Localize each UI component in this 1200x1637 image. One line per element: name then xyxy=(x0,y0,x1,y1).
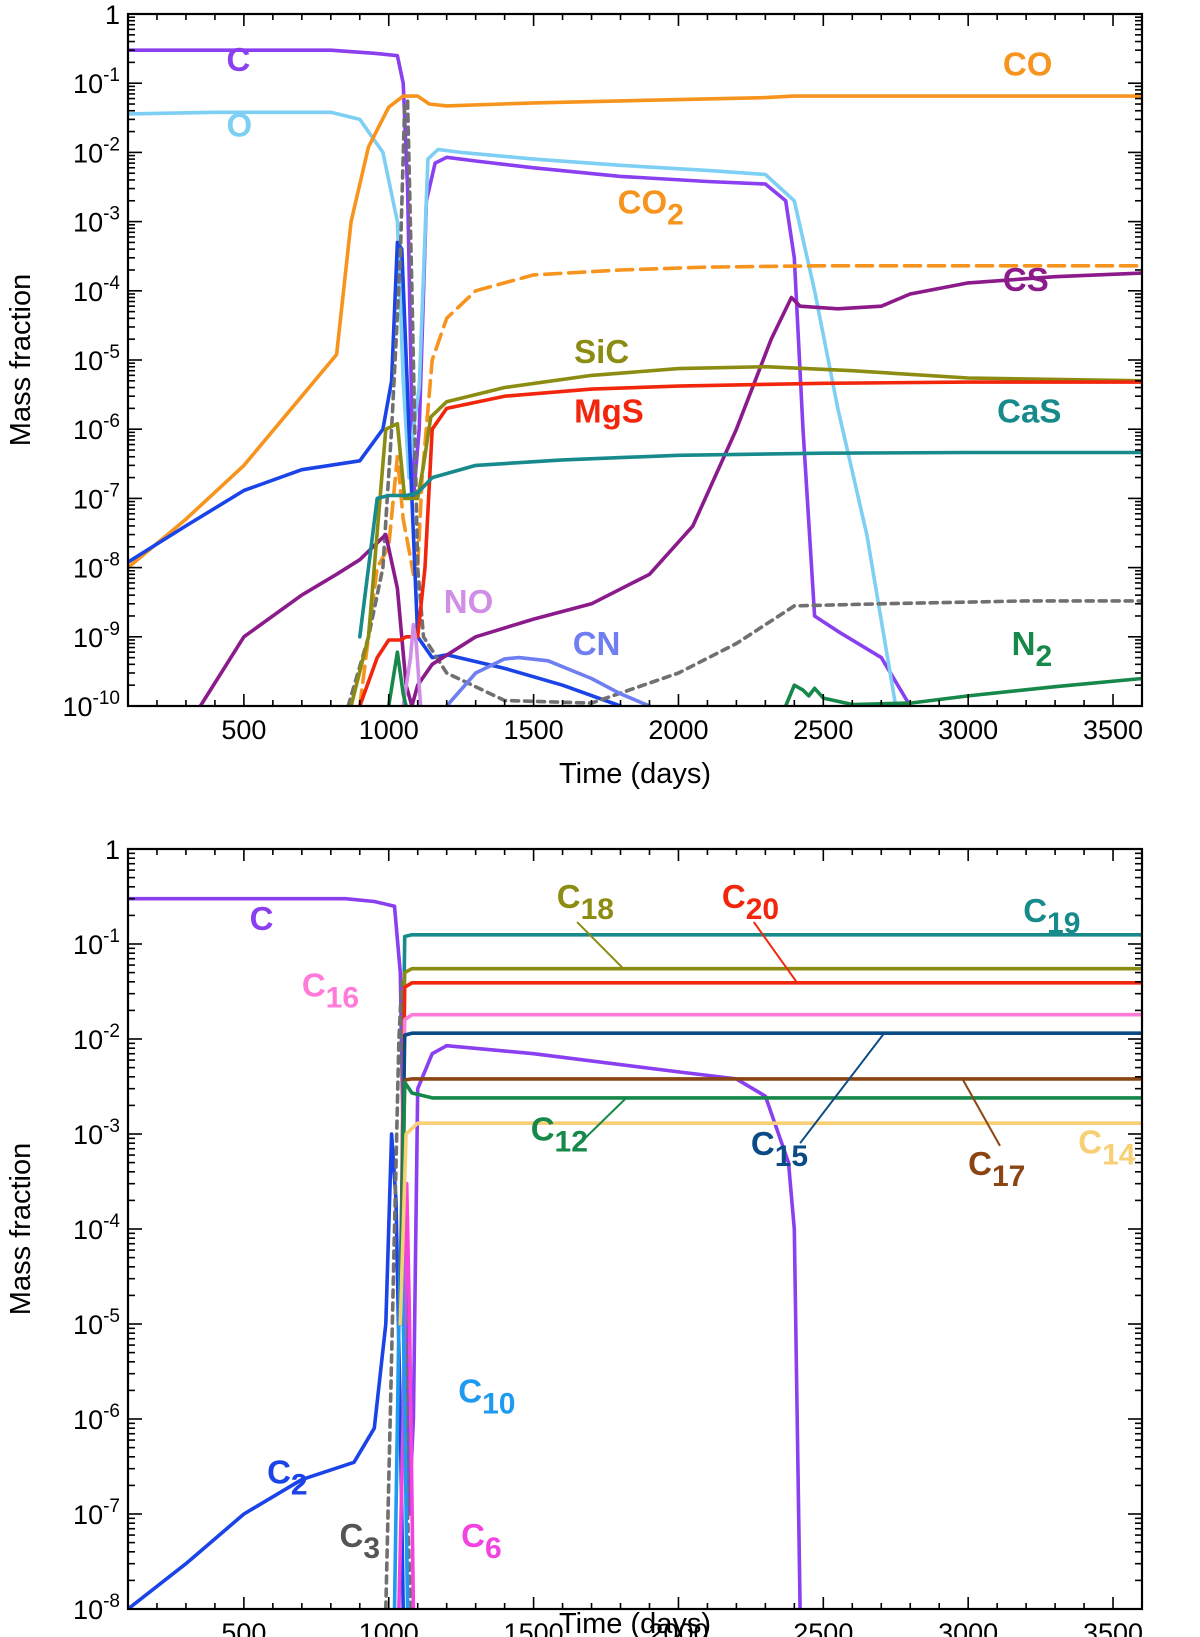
chart-1-ytick-label: 10-2 xyxy=(73,1021,120,1055)
chart-0-series-c xyxy=(128,48,912,706)
chart-1-xtick-label: 2500 xyxy=(793,1618,853,1637)
chart-1-series-c6 xyxy=(397,1181,416,1609)
chart-1-label-c2: C2 xyxy=(267,1453,308,1501)
chart-1-label-c17: C17 xyxy=(968,1145,1025,1193)
chart-0-ytick-label: 10-5 xyxy=(73,342,120,376)
chart-0-ytick-label: 10-2 xyxy=(73,134,120,168)
chart-1-series-c16 xyxy=(398,1012,1142,1326)
chart-0-label-co2: CO2 xyxy=(618,184,684,232)
chart-1-leader-c20 xyxy=(752,921,799,984)
chart-1-label-c19: C19 xyxy=(1023,892,1080,940)
chart-1-xtick-label: 3500 xyxy=(1083,1618,1143,1637)
chart-0-series-o xyxy=(128,110,898,706)
chart-0-xtick-label: 3500 xyxy=(1083,715,1143,745)
chart-0-label-co: CO xyxy=(1003,45,1053,82)
chart-0-xtick-label: 1500 xyxy=(504,715,564,745)
chart-1-plot-frame xyxy=(126,847,1144,1611)
chart-1-xtick-label: 2000 xyxy=(648,1618,708,1637)
chart-0-ytick-label: 10-3 xyxy=(73,204,120,238)
chart-0-xtick-label: 500 xyxy=(221,715,266,745)
chart-0-series-c3 xyxy=(346,99,1142,706)
chart-0-label-mgs: MgS xyxy=(574,392,644,429)
chart-0-xtick-label: 3000 xyxy=(938,715,998,745)
chart-1-series-c15 xyxy=(398,1031,1142,1326)
chart-1-ytick-label: 1 xyxy=(105,835,120,865)
chart-0-series-co2 xyxy=(358,264,1142,706)
chart-1-series-c xyxy=(128,896,802,1609)
chart-1-label-c6: C6 xyxy=(461,1517,502,1565)
chart-1-label-c: C xyxy=(250,900,274,937)
chart-0-label-no: NO xyxy=(444,583,494,620)
chart-1-ytick-label: 10-7 xyxy=(73,1496,120,1530)
chart-0-label-n2: N2 xyxy=(1012,625,1053,673)
chart-0-series-sic xyxy=(349,364,1142,706)
chart-1-xtick-label: 3000 xyxy=(938,1618,998,1637)
chart-0-series-n2-late xyxy=(783,676,1142,706)
chart-0-ytick-label: 10-4 xyxy=(73,273,120,307)
chart-1-x-axis-title: Time (days) xyxy=(559,1608,711,1637)
bottom-panel: 500 1000 1500 2000 2500 3000 3500 10-8 10-7 10-6 1… xyxy=(5,835,1144,1637)
chart-0-series-cs xyxy=(198,271,1142,706)
chart-0-ytick-label: 10-8 xyxy=(73,550,120,584)
chart-1-label-c12: C12 xyxy=(531,1111,588,1159)
chart-0-xtick-label: 2500 xyxy=(793,715,853,745)
chart-1-label-c20: C20 xyxy=(722,878,779,926)
chart-0-ytick-label: 10-9 xyxy=(73,619,120,653)
chart-1-label-c3: C3 xyxy=(339,1517,380,1565)
chart-1-label-c14: C14 xyxy=(1078,1124,1136,1172)
chart-1-leader-c15 xyxy=(799,1032,885,1144)
chart-1-series-c12 xyxy=(398,1080,1142,1326)
chart-0-series-co xyxy=(128,94,1142,570)
chart-1-label-c15: C15 xyxy=(751,1125,808,1173)
chart-1-series-c2 xyxy=(128,1132,405,1609)
chart-0-series-no xyxy=(401,622,423,706)
chart-1-leader-c17 xyxy=(961,1078,1001,1147)
chart-1-label-c10: C10 xyxy=(458,1372,515,1420)
chart-0-y-axis-title: Mass fraction xyxy=(5,274,37,446)
chart-0-x-axis-title: Time (days) xyxy=(559,758,711,790)
chart-0-series-mgs xyxy=(358,380,1142,706)
chart-0-label-sic: SiC xyxy=(574,333,629,370)
chart-1-xtick-label: 1000 xyxy=(359,1618,419,1637)
chart-1-leader-c12 xyxy=(576,1097,627,1147)
chart-0-ytick-label: 10-10 xyxy=(62,688,120,722)
chart-0-label-cas: CaS xyxy=(997,392,1061,429)
chart-1-ytick-label: 10-4 xyxy=(73,1211,120,1245)
chart-0-series-group xyxy=(128,48,1142,706)
chart-1-series-group xyxy=(128,896,1142,1609)
chart-1-y-axis-title: Mass fraction xyxy=(5,1143,37,1315)
chart-0-series-cas xyxy=(358,450,1142,639)
chart-1-ytick-label: 10-1 xyxy=(73,926,120,960)
chart-0-ytick-label: 10-6 xyxy=(73,411,120,445)
chart-1-ytick-label: 10-8 xyxy=(73,1591,120,1625)
chart-0-series-n2 xyxy=(386,650,408,706)
chart-1-ytick-label: 10-3 xyxy=(73,1116,120,1150)
chart-0-xtick-label: 1000 xyxy=(359,715,419,745)
chart-1-xtick-label: 500 xyxy=(221,1618,266,1637)
chart-1-ytick-label: 10-6 xyxy=(73,1401,120,1435)
top-panel: 500 1000 1500 2000 2500 3000 3500 10-10 10-9 10-8… xyxy=(5,0,1144,790)
chart-0-xtick-label: 2000 xyxy=(648,715,708,745)
chart-1-ytick-label: 10-5 xyxy=(73,1306,120,1340)
chart-1-series-c14 xyxy=(398,1121,1142,1326)
chart-1-xtick-label: 1500 xyxy=(504,1618,564,1637)
chart-0-series-cn xyxy=(444,655,652,706)
chart-0-ytick-label: 10-1 xyxy=(73,65,120,99)
chart-1-leader-c18 xyxy=(576,921,625,970)
chart-0-label-c: C xyxy=(227,41,251,78)
chart-1-label-c16: C16 xyxy=(302,967,359,1015)
chart-0-series-c2 xyxy=(128,240,623,706)
chart-0-label-cn: CN xyxy=(573,625,621,662)
chart-1-label-c18: C18 xyxy=(557,878,614,926)
chart-0-ytick-label: 10-7 xyxy=(73,480,120,514)
chart-0-ytick-label: 1 xyxy=(105,0,120,30)
chart-0-label-o: O xyxy=(227,106,253,143)
chart-0-label-cs: CS xyxy=(1003,261,1049,298)
